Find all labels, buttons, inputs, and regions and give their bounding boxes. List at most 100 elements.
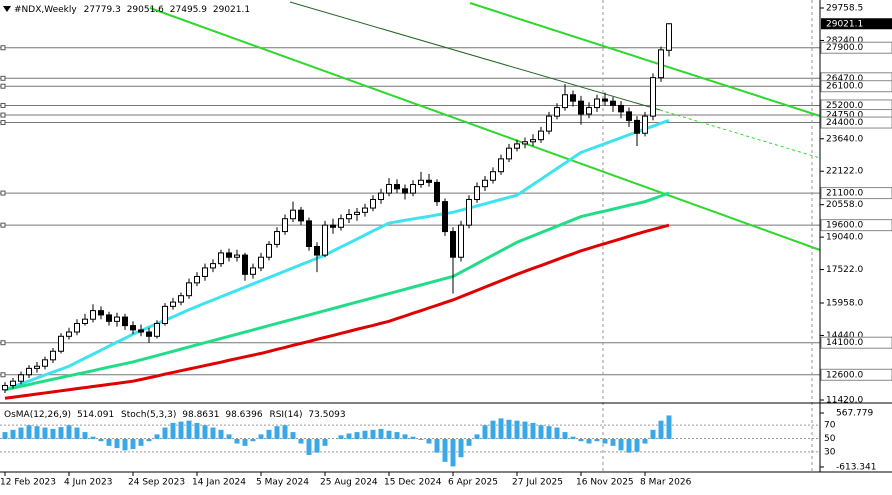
x-tick-label: 16 Nov 2025 <box>576 478 634 488</box>
open-value: 27779.3 <box>84 5 121 15</box>
candle-body <box>370 198 376 209</box>
candle-body <box>522 141 528 145</box>
osma-bar <box>522 421 528 439</box>
osma-bar <box>114 438 120 449</box>
y-tick-label: 29758.5 <box>826 4 863 14</box>
level-label: 25200.0 <box>826 101 863 111</box>
channel-line <box>149 7 821 251</box>
osma-bar <box>202 425 208 439</box>
x-tick-label: 25 Aug 2024 <box>320 478 378 488</box>
candle-body <box>634 119 640 134</box>
osma-bar <box>74 427 80 439</box>
osma-bar <box>386 430 392 439</box>
chart-header: #NDX,Weekly 27779.3 29051.6 27495.9 2902… <box>14 5 250 15</box>
osma-bar <box>562 432 568 439</box>
osma-bar <box>570 436 576 439</box>
osma-bar <box>402 434 408 439</box>
osma-bar <box>618 438 624 451</box>
candle-body <box>122 316 128 327</box>
candle-body <box>434 181 440 203</box>
candle-body <box>26 367 32 376</box>
candle-body <box>162 305 168 324</box>
candle-body <box>450 231 456 258</box>
candle-body <box>154 322 160 337</box>
osma-bar <box>610 438 616 446</box>
candle-body <box>234 254 240 258</box>
y-tick-label: 15958.0 <box>826 298 863 308</box>
level-label: 19600.0 <box>826 221 863 231</box>
candle-body <box>362 207 368 213</box>
symbol: #NDX,Weekly <box>14 5 77 15</box>
y-tick-label: 17522.0 <box>826 265 863 275</box>
candle-body <box>2 384 8 391</box>
osma-bar <box>10 429 16 439</box>
level-label: 27900.0 <box>826 43 863 53</box>
level-label: 24400.0 <box>826 118 863 128</box>
osma-bar <box>2 432 8 439</box>
x-tick-label: 5 May 2024 <box>256 478 309 488</box>
candle-body <box>202 267 208 277</box>
candle-body <box>34 365 40 369</box>
candle-body <box>242 254 248 275</box>
level-handle <box>0 112 6 118</box>
osma-bar <box>210 427 216 439</box>
level-handle <box>0 372 6 378</box>
candle-body <box>298 209 304 222</box>
y-tick-label: 22122.0 <box>826 167 863 177</box>
y-tick-label: 19040.0 <box>826 233 863 243</box>
osma-bar <box>490 420 496 439</box>
osma-bar <box>42 427 48 439</box>
osma-bar <box>306 438 312 455</box>
level-label: 26470.0 <box>826 74 863 84</box>
osma-bar <box>146 438 152 442</box>
y-tick-label: 20558.0 <box>826 200 863 210</box>
candle-body <box>218 252 224 265</box>
osma-bar <box>138 438 144 446</box>
osma-bar <box>322 438 328 446</box>
osma-bar <box>642 438 648 444</box>
candle-body <box>170 301 176 307</box>
osma-bar <box>538 425 544 439</box>
osma-bar <box>594 438 600 442</box>
channel-line <box>469 2 821 117</box>
osma-bar <box>82 432 88 439</box>
current-price-label: 29021.1 <box>826 19 863 29</box>
candle-body <box>138 329 144 333</box>
osma-bar <box>378 428 384 439</box>
osma-bar <box>338 435 344 439</box>
osma-name: OsMA(12,26,9) <box>4 410 71 420</box>
candle-body <box>74 322 80 333</box>
trend-line-projection <box>659 109 821 159</box>
candle-body <box>250 267 256 275</box>
level-label-box <box>820 187 892 200</box>
x-tick-label: 27 Jul 2025 <box>512 478 563 488</box>
osma-bar <box>290 432 296 439</box>
candle-body <box>322 224 328 256</box>
osma-bar <box>634 438 640 452</box>
indicator-header: OsMA(12,26,9) 514.091 Stoch(5,3,3) 98.86… <box>4 410 346 420</box>
candle-body <box>114 316 120 322</box>
candle-body <box>666 23 672 51</box>
level-label: 14100.0 <box>826 338 863 348</box>
level-handle <box>0 83 6 89</box>
osma-bar <box>50 428 56 439</box>
osma-bar <box>354 432 360 439</box>
osma-bar <box>482 425 488 439</box>
y-tick-label: 23640.0 <box>826 134 863 144</box>
osma-bar <box>314 438 320 453</box>
candle-body <box>90 310 96 320</box>
candle-body <box>506 147 512 160</box>
candle-body <box>210 263 216 269</box>
menu-arrow[interactable] <box>3 6 11 12</box>
candle-body <box>410 184 416 194</box>
candle-body <box>42 359 48 367</box>
x-tick-label: 15 Dec 2024 <box>384 478 442 488</box>
y-tick-label: 14440.0 <box>826 331 863 341</box>
osma-bar <box>66 425 72 439</box>
stoch-signal: 98.6396 <box>225 410 262 420</box>
x-tick-label: 14 Jan 2024 <box>192 478 246 488</box>
osma-bar <box>178 421 184 439</box>
candle-body <box>658 49 664 79</box>
osma-bar <box>274 426 280 439</box>
